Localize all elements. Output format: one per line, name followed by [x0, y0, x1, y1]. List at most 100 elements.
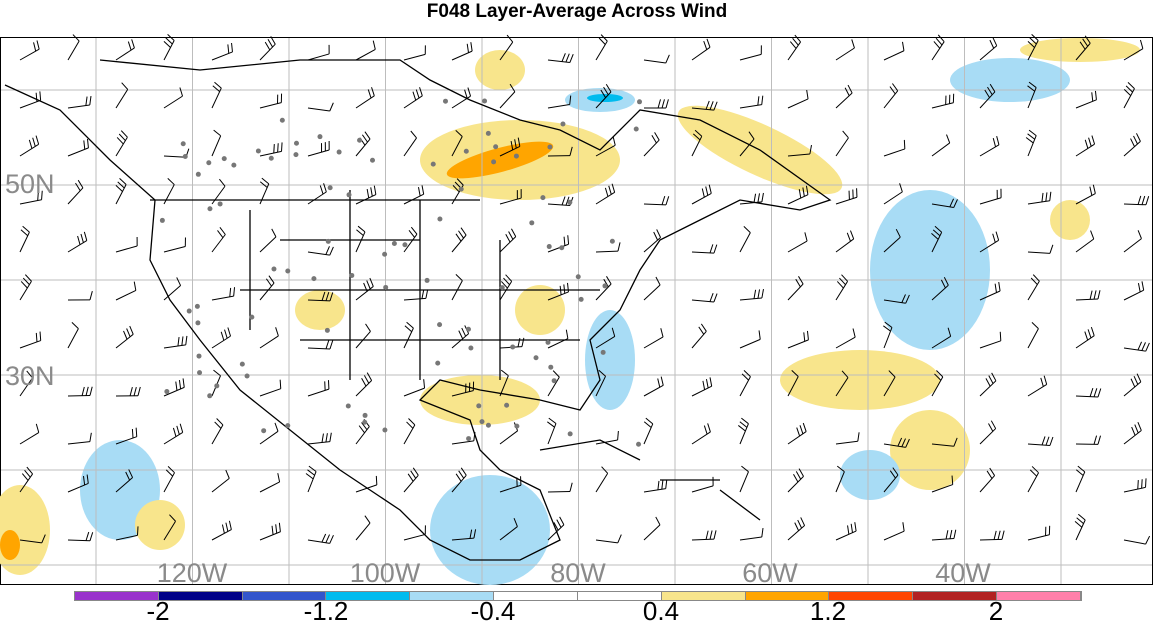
station-dot — [293, 152, 298, 157]
station-dot — [636, 442, 641, 447]
station-dot — [160, 218, 165, 223]
station-dot — [326, 239, 331, 244]
wind-map: 50N 30N 120W 100W 80W 60W 40W — [0, 0, 1154, 590]
station-dot — [476, 403, 481, 408]
station-dot — [245, 374, 250, 379]
station-dot — [231, 163, 236, 168]
station-dot — [325, 328, 330, 333]
station-dot — [240, 362, 245, 367]
station-dot — [552, 378, 557, 383]
station-dot — [610, 239, 615, 244]
station-dot — [196, 172, 201, 177]
lat-label-50n: 50N — [5, 169, 55, 199]
station-dot — [346, 404, 351, 409]
station-dot — [347, 192, 352, 197]
station-dot — [464, 149, 469, 154]
station-dot — [437, 217, 442, 222]
lon-label-120w: 120W — [157, 558, 228, 588]
station-dot — [183, 154, 188, 159]
station-dot — [466, 436, 471, 441]
station-dot — [567, 200, 572, 205]
station-dot — [491, 159, 496, 164]
station-dot — [382, 428, 387, 433]
colorbar-label: 2 — [989, 596, 1003, 627]
station-dot — [256, 148, 261, 153]
station-dot — [285, 423, 290, 428]
station-dot — [207, 206, 212, 211]
station-dot — [362, 420, 367, 425]
colorbar-swatch — [159, 592, 243, 600]
colorbar-label: 0.4 — [643, 596, 679, 627]
station-dot — [479, 419, 484, 424]
colorbar-label: -1.2 — [304, 596, 349, 627]
station-dot — [468, 346, 473, 351]
colorbar-label: -2 — [146, 596, 169, 627]
station-dot — [197, 354, 202, 359]
station-dot — [514, 154, 519, 159]
station-dot — [218, 201, 223, 206]
station-dot — [576, 274, 581, 279]
station-dot — [357, 138, 362, 143]
lon-label-40w: 40W — [935, 558, 991, 588]
station-dot — [540, 195, 545, 200]
station-dot — [500, 285, 505, 290]
station-dot — [443, 99, 448, 104]
station-dot — [504, 403, 509, 408]
station-dot — [431, 162, 436, 167]
station-dot — [634, 127, 639, 132]
station-dot — [382, 252, 387, 257]
station-dot — [317, 134, 322, 139]
station-dot — [534, 355, 539, 360]
station-dot — [280, 118, 285, 123]
station-dot — [222, 156, 227, 161]
station-dot — [294, 141, 299, 146]
station-dot — [206, 160, 211, 165]
station-dot — [207, 393, 212, 398]
station-dot — [349, 273, 354, 278]
station-dot — [437, 322, 442, 327]
station-dot — [195, 304, 200, 309]
lon-label-80w: 80W — [550, 558, 606, 588]
station-dot — [402, 242, 407, 247]
station-dot — [486, 131, 491, 136]
station-dot — [269, 156, 274, 161]
station-dot — [601, 350, 606, 355]
station-dot — [510, 344, 515, 349]
colorbar-label: -0.4 — [471, 596, 516, 627]
station-dot — [482, 99, 487, 104]
station-dot — [435, 361, 440, 366]
lat-label-30n: 30N — [5, 361, 55, 391]
station-dot — [164, 389, 169, 394]
station-dot — [425, 278, 430, 283]
station-dot — [363, 413, 368, 418]
station-dot — [547, 244, 552, 249]
station-dot — [328, 185, 333, 190]
station-dot — [311, 276, 316, 281]
colorbar-swatch — [997, 592, 1081, 600]
lon-label-60w: 60W — [742, 558, 798, 588]
station-dot — [493, 144, 498, 149]
station-dot — [261, 428, 266, 433]
colorbar — [74, 591, 1082, 601]
station-dot — [214, 383, 219, 388]
station-dot — [383, 285, 388, 290]
station-dot — [602, 283, 607, 288]
station-dot — [271, 267, 276, 272]
station-dot — [195, 320, 200, 325]
station-dot — [545, 340, 550, 345]
station-dot — [197, 370, 202, 375]
station-dot — [249, 315, 254, 320]
station-dot — [547, 144, 552, 149]
colorbar-label: 1.2 — [810, 596, 846, 627]
station-dot — [579, 297, 584, 302]
station-dot — [514, 424, 519, 429]
colorbar-swatch — [913, 592, 997, 600]
station-dot — [568, 431, 573, 436]
lon-label-100w: 100W — [350, 558, 421, 588]
station-dot — [529, 220, 534, 225]
station-dot — [559, 245, 564, 250]
station-dot — [486, 423, 491, 428]
station-dot — [560, 122, 565, 127]
station-dot — [181, 141, 186, 146]
station-dot — [548, 365, 553, 370]
